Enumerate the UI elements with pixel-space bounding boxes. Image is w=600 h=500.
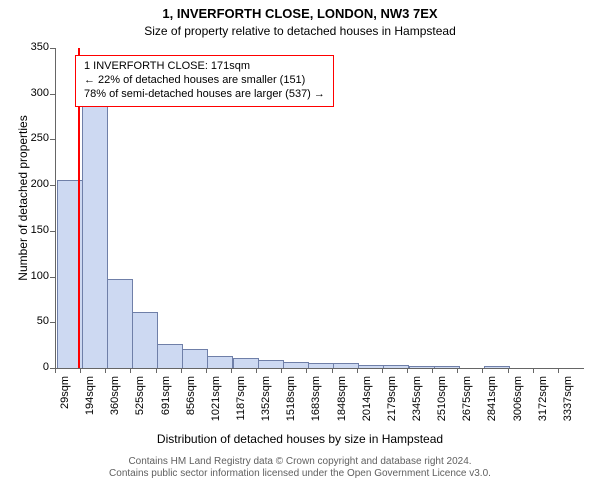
- info-line-2: ← 22% of detached houses are smaller (15…: [84, 74, 325, 88]
- x-tick-mark: [332, 368, 333, 373]
- histogram-bar: [434, 366, 460, 368]
- x-tick-label: 1518sqm: [285, 376, 297, 426]
- x-axis-label: Distribution of detached houses by size …: [0, 432, 600, 446]
- x-tick-mark: [533, 368, 534, 373]
- x-tick-mark: [306, 368, 307, 373]
- info-line-1: 1 INVERFORTH CLOSE: 171sqm: [84, 60, 325, 74]
- histogram-bar: [409, 366, 435, 368]
- x-tick-label: 29sqm: [59, 376, 71, 426]
- x-tick-label: 2179sqm: [386, 376, 398, 426]
- histogram-bar: [358, 365, 384, 368]
- footer-line-2: Contains public sector information licen…: [0, 468, 600, 480]
- x-tick-mark: [206, 368, 207, 373]
- x-tick-label: 525sqm: [134, 376, 146, 426]
- chart-title: 1, INVERFORTH CLOSE, LONDON, NW3 7EX: [0, 6, 600, 21]
- x-tick-mark: [357, 368, 358, 373]
- x-tick-label: 2675sqm: [461, 376, 473, 426]
- x-tick-mark: [181, 368, 182, 373]
- x-tick-mark: [156, 368, 157, 373]
- y-tick-label: 200: [15, 178, 49, 190]
- x-tick-label: 691sqm: [160, 376, 172, 426]
- histogram-bar: [258, 360, 284, 368]
- histogram-bar: [82, 102, 108, 368]
- histogram-bar: [383, 365, 409, 368]
- chart-subtitle: Size of property relative to detached ho…: [0, 24, 600, 38]
- x-tick-mark: [508, 368, 509, 373]
- info-box: 1 INVERFORTH CLOSE: 171sqm ← 22% of deta…: [75, 55, 334, 107]
- x-tick-label: 1021sqm: [210, 376, 222, 426]
- x-tick-label: 1352sqm: [260, 376, 272, 426]
- x-tick-label: 2510sqm: [436, 376, 448, 426]
- x-tick-label: 1187sqm: [235, 376, 247, 426]
- y-tick-label: 150: [15, 224, 49, 236]
- histogram-bar: [157, 344, 183, 368]
- histogram-bar: [132, 312, 158, 368]
- x-tick-mark: [80, 368, 81, 373]
- y-tick-label: 0: [15, 361, 49, 373]
- x-tick-label: 856sqm: [185, 376, 197, 426]
- y-tick-label: 50: [15, 315, 49, 327]
- histogram-bar: [484, 366, 510, 368]
- y-tick-mark: [50, 322, 55, 323]
- footer-line-1: Contains HM Land Registry data © Crown c…: [0, 456, 600, 468]
- chart-footer: Contains HM Land Registry data © Crown c…: [0, 456, 600, 480]
- x-tick-label: 2841sqm: [486, 376, 498, 426]
- x-tick-mark: [382, 368, 383, 373]
- x-tick-label: 1848sqm: [336, 376, 348, 426]
- x-tick-label: 2345sqm: [411, 376, 423, 426]
- x-tick-mark: [407, 368, 408, 373]
- x-tick-mark: [432, 368, 433, 373]
- y-tick-mark: [50, 48, 55, 49]
- x-tick-label: 2014sqm: [361, 376, 373, 426]
- y-tick-mark: [50, 231, 55, 232]
- histogram-bar: [207, 356, 233, 368]
- x-tick-mark: [281, 368, 282, 373]
- histogram-bar: [182, 349, 208, 368]
- y-tick-label: 100: [15, 270, 49, 282]
- x-tick-mark: [558, 368, 559, 373]
- x-tick-label: 3006sqm: [512, 376, 524, 426]
- x-tick-mark: [55, 368, 56, 373]
- x-tick-mark: [482, 368, 483, 373]
- histogram-bar: [308, 363, 334, 368]
- y-tick-mark: [50, 277, 55, 278]
- x-tick-mark: [105, 368, 106, 373]
- histogram-bar: [107, 279, 133, 368]
- y-tick-mark: [50, 94, 55, 95]
- x-tick-mark: [231, 368, 232, 373]
- y-tick-label: 250: [15, 132, 49, 144]
- y-tick-label: 300: [15, 87, 49, 99]
- x-tick-label: 3172sqm: [537, 376, 549, 426]
- x-tick-mark: [256, 368, 257, 373]
- chart-container: { "chart": { "type": "histogram", "title…: [0, 0, 600, 500]
- y-tick-mark: [50, 185, 55, 186]
- x-tick-mark: [130, 368, 131, 373]
- x-tick-mark: [457, 368, 458, 373]
- histogram-bar: [283, 362, 309, 368]
- x-tick-label: 194sqm: [84, 376, 96, 426]
- histogram-bar: [333, 363, 359, 368]
- y-axis-label: Number of detached properties: [16, 98, 30, 298]
- y-tick-mark: [50, 139, 55, 140]
- histogram-bar: [233, 358, 259, 368]
- x-tick-label: 360sqm: [109, 376, 121, 426]
- x-tick-label: 3337sqm: [562, 376, 574, 426]
- y-tick-label: 350: [15, 41, 49, 53]
- info-line-3: 78% of semi-detached houses are larger (…: [84, 88, 325, 102]
- x-tick-label: 1683sqm: [310, 376, 322, 426]
